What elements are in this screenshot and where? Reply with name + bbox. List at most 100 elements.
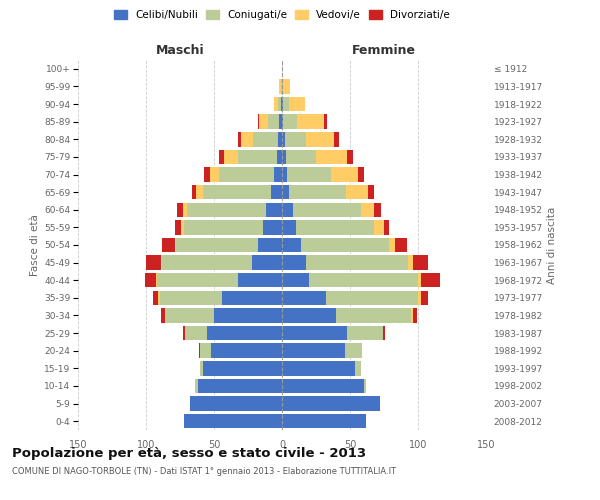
Bar: [238, 132, 241, 146]
Bar: [347, 326, 383, 340]
Bar: [297, 114, 324, 129]
Bar: [282, 256, 307, 270]
Bar: [289, 97, 305, 112]
Bar: [175, 220, 181, 234]
Bar: [283, 79, 290, 94]
Bar: [220, 168, 274, 181]
Bar: [274, 168, 282, 181]
Bar: [282, 308, 337, 322]
Bar: [175, 238, 176, 252]
Bar: [253, 132, 278, 146]
Bar: [344, 344, 362, 358]
Bar: [184, 220, 263, 234]
Bar: [316, 150, 347, 164]
Bar: [158, 290, 160, 305]
Bar: [196, 185, 203, 200]
Bar: [293, 202, 361, 217]
Bar: [192, 185, 196, 200]
Bar: [331, 168, 358, 181]
Bar: [200, 361, 203, 376]
Text: Popolazione per età, sesso e stato civile - 2013: Popolazione per età, sesso e stato civil…: [12, 448, 366, 460]
Bar: [207, 326, 282, 340]
Bar: [413, 308, 416, 322]
Bar: [183, 202, 187, 217]
Bar: [165, 308, 214, 322]
Bar: [282, 273, 309, 287]
Bar: [203, 185, 271, 200]
Bar: [177, 202, 183, 217]
Bar: [259, 114, 268, 129]
Bar: [281, 97, 282, 112]
Bar: [282, 97, 283, 112]
Bar: [411, 308, 413, 322]
Bar: [210, 168, 220, 181]
Text: Maschi: Maschi: [155, 44, 205, 58]
Bar: [285, 132, 307, 146]
Bar: [421, 290, 428, 305]
Bar: [418, 290, 421, 305]
Bar: [358, 168, 364, 181]
Bar: [160, 290, 222, 305]
Bar: [222, 290, 282, 305]
Bar: [282, 326, 347, 340]
Bar: [238, 150, 277, 164]
Bar: [418, 273, 421, 287]
Bar: [176, 238, 257, 252]
Bar: [163, 256, 252, 270]
Bar: [199, 344, 200, 358]
Y-axis label: Anni di nascita: Anni di nascita: [547, 206, 557, 284]
Bar: [146, 256, 161, 270]
Bar: [374, 202, 381, 217]
Bar: [282, 414, 367, 428]
Bar: [326, 290, 418, 305]
Bar: [161, 308, 165, 322]
Bar: [282, 220, 296, 234]
Bar: [257, 114, 259, 129]
Bar: [205, 168, 210, 181]
Bar: [282, 202, 293, 217]
Bar: [296, 220, 374, 234]
Bar: [282, 396, 380, 411]
Bar: [383, 326, 385, 340]
Bar: [220, 150, 224, 164]
Bar: [282, 344, 344, 358]
Bar: [195, 378, 197, 393]
Legend: Celibi/Nubili, Coniugati/e, Vedovi/e, Divorziati/e: Celibi/Nubili, Coniugati/e, Vedovi/e, Di…: [112, 8, 452, 22]
Bar: [368, 185, 374, 200]
Bar: [409, 256, 413, 270]
Bar: [282, 290, 326, 305]
Bar: [263, 220, 282, 234]
Bar: [309, 273, 418, 287]
Bar: [277, 150, 282, 164]
Bar: [384, 220, 389, 234]
Bar: [281, 79, 282, 94]
Bar: [283, 114, 297, 129]
Bar: [346, 185, 368, 200]
Bar: [324, 114, 327, 129]
Bar: [203, 361, 282, 376]
Bar: [282, 185, 289, 200]
Bar: [241, 132, 253, 146]
Bar: [364, 378, 367, 393]
Bar: [282, 114, 283, 129]
Bar: [163, 238, 175, 252]
Bar: [214, 308, 282, 322]
Bar: [161, 256, 163, 270]
Bar: [301, 238, 389, 252]
Bar: [413, 256, 428, 270]
Bar: [307, 132, 334, 146]
Bar: [145, 273, 155, 287]
Bar: [268, 114, 279, 129]
Bar: [282, 79, 283, 94]
Bar: [184, 414, 282, 428]
Bar: [374, 220, 384, 234]
Bar: [271, 185, 282, 200]
Bar: [334, 132, 339, 146]
Bar: [185, 326, 207, 340]
Text: COMUNE DI NAGO-TORBOLE (TN) - Dati ISTAT 1° gennaio 2013 - Elaborazione TUTTITAL: COMUNE DI NAGO-TORBOLE (TN) - Dati ISTAT…: [12, 468, 396, 476]
Bar: [287, 168, 331, 181]
Bar: [279, 114, 282, 129]
Bar: [278, 132, 282, 146]
Bar: [183, 326, 185, 340]
Bar: [279, 79, 281, 94]
